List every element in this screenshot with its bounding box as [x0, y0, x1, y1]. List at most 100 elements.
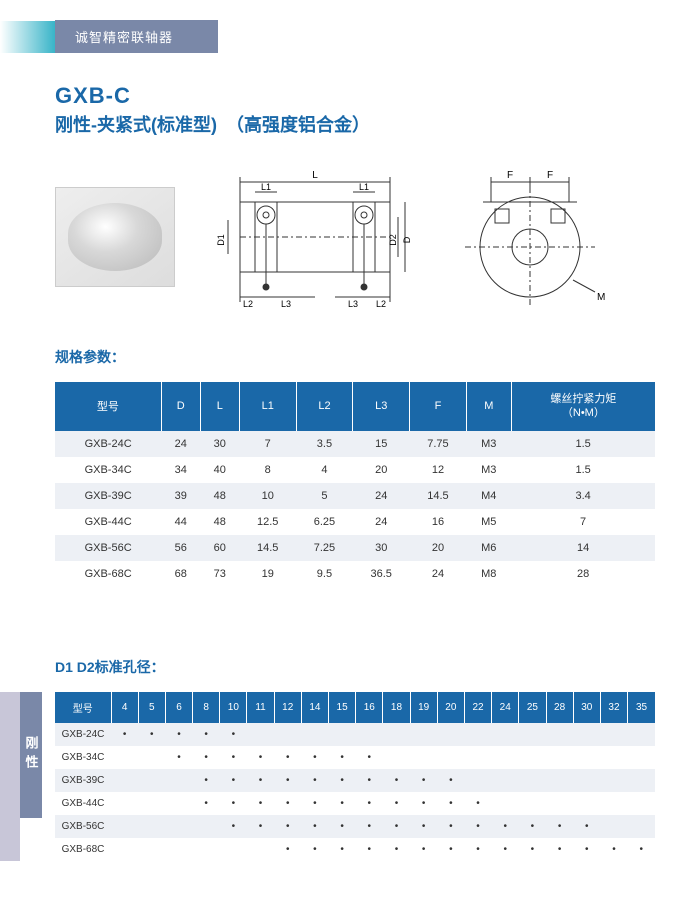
bore-cell [600, 723, 627, 746]
spec-cell: M3 [466, 457, 511, 483]
bore-model-cell: GXB-56C [55, 815, 111, 838]
dim-L1b: L1 [359, 182, 369, 192]
dim-L3b: L3 [348, 299, 358, 309]
bore-cell [437, 746, 464, 769]
bore-cell [274, 723, 301, 746]
spec-col-header: D [161, 382, 200, 431]
bore-size-header: 30 [573, 692, 600, 723]
bore-cell: • [464, 815, 491, 838]
bore-cell: • [464, 792, 491, 815]
spec-col-header: 螺丝拧紧力矩（N•M） [511, 382, 655, 431]
bore-table: 型号456810111214151618192022242528303235 G… [55, 692, 655, 861]
bore-cell: • [410, 792, 437, 815]
bore-cell [600, 746, 627, 769]
bore-cell: • [274, 792, 301, 815]
spec-cell: 44 [161, 509, 200, 535]
spec-table: 型号DLL1L2L3FM螺丝拧紧力矩（N•M） GXB-24C243073.51… [55, 382, 655, 587]
bore-cell [519, 723, 546, 746]
spec-cell: GXB-24C [55, 431, 161, 457]
bore-cell: • [329, 769, 356, 792]
bore-cell: • [138, 723, 165, 746]
bore-cell [573, 792, 600, 815]
bore-cell: • [301, 815, 328, 838]
dim-Fb: F [547, 170, 553, 181]
bore-cell: • [437, 815, 464, 838]
spec-cell: 24 [410, 561, 467, 587]
spec-cell: 14.5 [239, 535, 296, 561]
spec-cell: 20 [410, 535, 467, 561]
spec-cell: GXB-44C [55, 509, 161, 535]
spec-col-header: L2 [296, 382, 353, 431]
spec-cell: 8 [239, 457, 296, 483]
dim-L2a: L2 [243, 299, 253, 309]
bore-cell: • [301, 746, 328, 769]
bore-cell [546, 769, 573, 792]
bore-cell [492, 792, 519, 815]
bore-cell [247, 723, 274, 746]
bore-size-header: 25 [519, 692, 546, 723]
spec-row: GXB-34C3440842012M31.5 [55, 457, 655, 483]
bore-cell [165, 792, 192, 815]
bore-cell: • [546, 815, 573, 838]
bore-cell [138, 815, 165, 838]
bore-cell: • [274, 838, 301, 861]
bore-cell [600, 769, 627, 792]
spec-col-header: L1 [239, 382, 296, 431]
bore-cell [220, 838, 247, 861]
dim-D1: D1 [216, 234, 226, 246]
spec-cell: 19 [239, 561, 296, 587]
bore-size-header: 6 [165, 692, 192, 723]
spec-cell: GXB-56C [55, 535, 161, 561]
bore-cell: • [383, 769, 410, 792]
bore-cell: • [356, 746, 383, 769]
spec-cell: 40 [200, 457, 239, 483]
bore-cell [546, 746, 573, 769]
bore-size-header: 32 [600, 692, 627, 723]
bore-cell [193, 838, 220, 861]
bore-cell [111, 746, 138, 769]
bore-cell: • [628, 838, 655, 861]
bore-cell [383, 723, 410, 746]
spec-col-header: L3 [353, 382, 410, 431]
bore-cell: • [437, 792, 464, 815]
spec-cell: 7 [239, 431, 296, 457]
bore-row: GXB-68C•••••••••••••• [55, 838, 655, 861]
model-subtitle: 刚性-夹紧式(标准型) （高强度铝合金） [55, 111, 700, 137]
bore-cell: • [220, 815, 247, 838]
spec-col-header: 型号 [55, 382, 161, 431]
bore-cell: • [193, 723, 220, 746]
bore-cell [573, 723, 600, 746]
bore-cell: • [274, 815, 301, 838]
bore-cell: • [274, 746, 301, 769]
bore-cell [111, 792, 138, 815]
dim-L3a: L3 [281, 299, 291, 309]
bore-cell [138, 769, 165, 792]
spec-col-header: M [466, 382, 511, 431]
bore-cell: • [193, 769, 220, 792]
bore-cell [301, 723, 328, 746]
bore-cell: • [301, 769, 328, 792]
spec-cell: M6 [466, 535, 511, 561]
bore-cell: • [329, 792, 356, 815]
spec-cell: 34 [161, 457, 200, 483]
dim-M: M [597, 292, 605, 303]
spec-row: GXB-68C6873199.536.524M828 [55, 561, 655, 587]
bore-cell [519, 746, 546, 769]
bore-size-header: 11 [247, 692, 274, 723]
bore-cell: • [519, 838, 546, 861]
bore-cell: • [437, 838, 464, 861]
bore-cell: • [356, 815, 383, 838]
bore-model-cell: GXB-68C [55, 838, 111, 861]
bore-size-header: 14 [301, 692, 328, 723]
spec-col-header: L [200, 382, 239, 431]
bore-cell: • [247, 815, 274, 838]
bore-cell: • [573, 838, 600, 861]
dim-D: D [402, 236, 412, 243]
header-gradient [0, 21, 55, 53]
bore-cell: • [492, 838, 519, 861]
figure-row: L L1 L1 L2 L2 L3 L3 D1 D2 D [55, 162, 645, 312]
bore-size-header: 28 [546, 692, 573, 723]
bore-cell: • [165, 746, 192, 769]
bore-cell: • [329, 746, 356, 769]
bore-cell: • [356, 838, 383, 861]
